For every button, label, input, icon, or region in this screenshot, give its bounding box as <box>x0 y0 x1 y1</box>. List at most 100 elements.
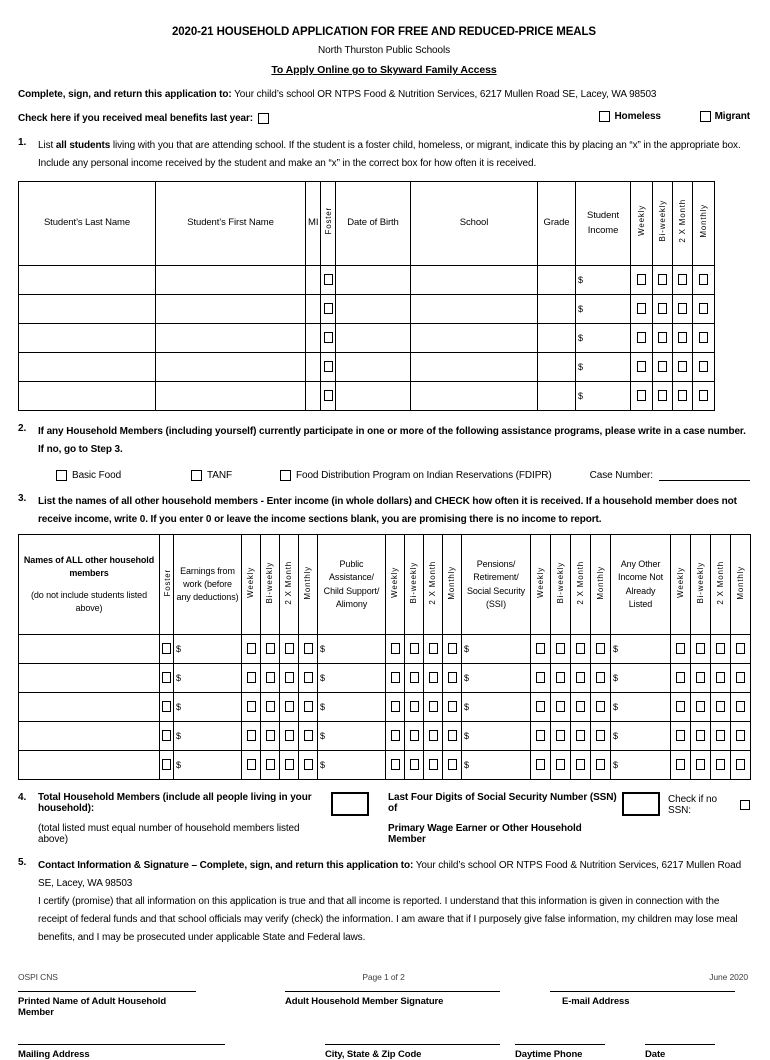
student-income-cell[interactable]: $ <box>575 352 631 382</box>
weekly-checkbox[interactable] <box>637 390 646 401</box>
other-income-cell[interactable]: $ <box>610 692 671 722</box>
printed-name-line[interactable] <box>18 991 196 992</box>
pensions-monthly-checkbox[interactable] <box>596 701 605 712</box>
public-assistance-cell[interactable]: $ <box>317 692 386 722</box>
member-name-cell[interactable] <box>18 750 160 780</box>
other-twice-monthly-checkbox[interactable] <box>716 759 725 770</box>
grade-cell[interactable] <box>537 294 576 324</box>
grade-cell[interactable] <box>537 323 576 353</box>
earnings-cell[interactable]: $ <box>173 663 242 693</box>
assistance-biweekly-checkbox[interactable] <box>409 730 419 741</box>
case-number-field[interactable] <box>658 469 750 481</box>
foster-checkbox[interactable] <box>323 361 333 372</box>
pensions-cell[interactable]: $ <box>461 750 531 780</box>
monthly-checkbox[interactable] <box>699 332 708 343</box>
assistance-biweekly-checkbox[interactable] <box>409 701 419 712</box>
student-mi-cell[interactable] <box>305 381 321 411</box>
student-first-name-cell[interactable] <box>155 265 306 295</box>
school-cell[interactable] <box>410 352 538 382</box>
other-biweekly-checkbox[interactable] <box>696 672 705 683</box>
student-first-name-cell[interactable] <box>155 381 306 411</box>
assistance-biweekly-checkbox[interactable] <box>409 759 419 770</box>
school-cell[interactable] <box>410 381 538 411</box>
assistance-monthly-checkbox[interactable] <box>447 759 457 770</box>
date-of-birth-cell[interactable] <box>335 294 411 324</box>
other-income-cell[interactable]: $ <box>610 634 671 664</box>
pensions-monthly-checkbox[interactable] <box>596 759 605 770</box>
earnings-twice-monthly-checkbox[interactable] <box>284 643 294 654</box>
earnings-cell[interactable]: $ <box>173 750 242 780</box>
assistance-biweekly-checkbox[interactable] <box>409 672 419 683</box>
school-cell[interactable] <box>410 294 538 324</box>
pensions-twice-monthly-checkbox[interactable] <box>576 672 585 683</box>
foster-checkbox[interactable] <box>162 643 171 654</box>
migrant-checkbox[interactable] <box>699 111 711 122</box>
assistance-monthly-checkbox[interactable] <box>447 730 457 741</box>
public-assistance-cell[interactable]: $ <box>317 634 386 664</box>
public-assistance-cell[interactable]: $ <box>317 750 386 780</box>
other-twice-monthly-checkbox[interactable] <box>716 730 725 741</box>
earnings-weekly-checkbox[interactable] <box>246 759 256 770</box>
weekly-checkbox[interactable] <box>637 332 646 343</box>
foster-checkbox[interactable] <box>162 701 171 712</box>
earnings-biweekly-checkbox[interactable] <box>265 759 275 770</box>
pensions-cell[interactable]: $ <box>461 721 531 751</box>
assistance-twice-monthly-checkbox[interactable] <box>428 643 438 654</box>
other-weekly-checkbox[interactable] <box>676 759 685 770</box>
total-members-input[interactable] <box>331 792 369 816</box>
foster-checkbox[interactable] <box>162 730 171 741</box>
foster-checkbox[interactable] <box>323 274 333 285</box>
student-income-cell[interactable]: $ <box>575 323 631 353</box>
other-twice-monthly-checkbox[interactable] <box>716 672 725 683</box>
homeless-checkbox[interactable] <box>599 111 611 122</box>
other-income-cell[interactable]: $ <box>610 721 671 751</box>
earnings-weekly-checkbox[interactable] <box>246 643 256 654</box>
student-income-cell[interactable]: $ <box>575 265 631 295</box>
school-cell[interactable] <box>410 265 538 295</box>
pensions-twice-monthly-checkbox[interactable] <box>576 730 585 741</box>
member-name-cell[interactable] <box>18 721 160 751</box>
earnings-biweekly-checkbox[interactable] <box>265 730 275 741</box>
apply-online-link[interactable]: To Apply Online go to Skyward Family Acc… <box>271 64 497 76</box>
other-monthly-checkbox[interactable] <box>736 759 745 770</box>
student-last-name-cell[interactable] <box>18 294 156 324</box>
signature-line[interactable] <box>285 991 500 992</box>
assistance-twice-monthly-checkbox[interactable] <box>428 701 438 712</box>
monthly-checkbox[interactable] <box>699 390 708 401</box>
other-biweekly-checkbox[interactable] <box>696 701 705 712</box>
foster-checkbox[interactable] <box>323 332 333 343</box>
other-monthly-checkbox[interactable] <box>736 643 745 654</box>
date-of-birth-cell[interactable] <box>335 352 411 382</box>
pensions-weekly-checkbox[interactable] <box>536 701 545 712</box>
biweekly-checkbox[interactable] <box>658 303 667 314</box>
other-weekly-checkbox[interactable] <box>676 672 685 683</box>
other-income-cell[interactable]: $ <box>610 750 671 780</box>
grade-cell[interactable] <box>537 381 576 411</box>
other-biweekly-checkbox[interactable] <box>696 643 705 654</box>
monthly-checkbox[interactable] <box>699 361 708 372</box>
earnings-twice-monthly-checkbox[interactable] <box>284 701 294 712</box>
pensions-biweekly-checkbox[interactable] <box>556 701 565 712</box>
student-first-name-cell[interactable] <box>155 294 306 324</box>
member-name-cell[interactable] <box>18 692 160 722</box>
pensions-weekly-checkbox[interactable] <box>536 672 545 683</box>
pensions-twice-monthly-checkbox[interactable] <box>576 701 585 712</box>
pensions-biweekly-checkbox[interactable] <box>556 730 565 741</box>
pensions-monthly-checkbox[interactable] <box>596 672 605 683</box>
assistance-weekly-checkbox[interactable] <box>390 701 400 712</box>
pensions-cell[interactable]: $ <box>461 692 531 722</box>
student-first-name-cell[interactable] <box>155 352 306 382</box>
date-of-birth-cell[interactable] <box>335 381 411 411</box>
earnings-cell[interactable]: $ <box>173 721 242 751</box>
student-income-cell[interactable]: $ <box>575 381 631 411</box>
assistance-twice-monthly-checkbox[interactable] <box>428 759 438 770</box>
fdipr-checkbox[interactable] <box>280 469 291 481</box>
assistance-twice-monthly-checkbox[interactable] <box>428 672 438 683</box>
student-last-name-cell[interactable] <box>18 381 156 411</box>
member-name-cell[interactable] <box>18 663 160 693</box>
assistance-weekly-checkbox[interactable] <box>390 759 400 770</box>
other-twice-monthly-checkbox[interactable] <box>716 643 725 654</box>
foster-checkbox[interactable] <box>162 759 171 770</box>
no-ssn-checkbox[interactable] <box>740 800 750 810</box>
member-name-cell[interactable] <box>18 634 160 664</box>
